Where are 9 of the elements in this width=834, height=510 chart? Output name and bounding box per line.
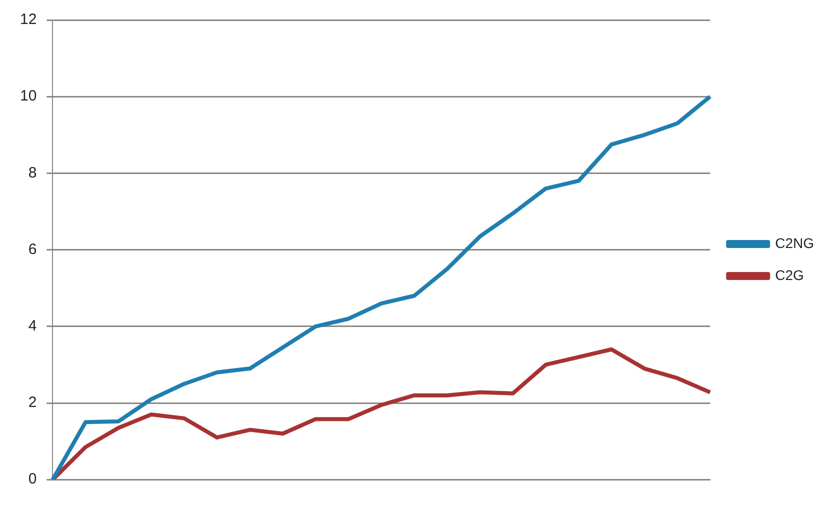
legend-label: C2G [775,266,804,283]
y-tick-label: 10 [20,88,37,105]
y-tick-label: 2 [28,394,37,412]
y-tick-label: 6 [28,240,37,258]
y-tick-label: 4 [28,318,37,335]
legend-label: C2NG [775,234,814,251]
y-tick-label: 0 [28,470,37,488]
y-tick-label: 12 [20,11,37,28]
y-tick-label: 8 [28,164,37,182]
